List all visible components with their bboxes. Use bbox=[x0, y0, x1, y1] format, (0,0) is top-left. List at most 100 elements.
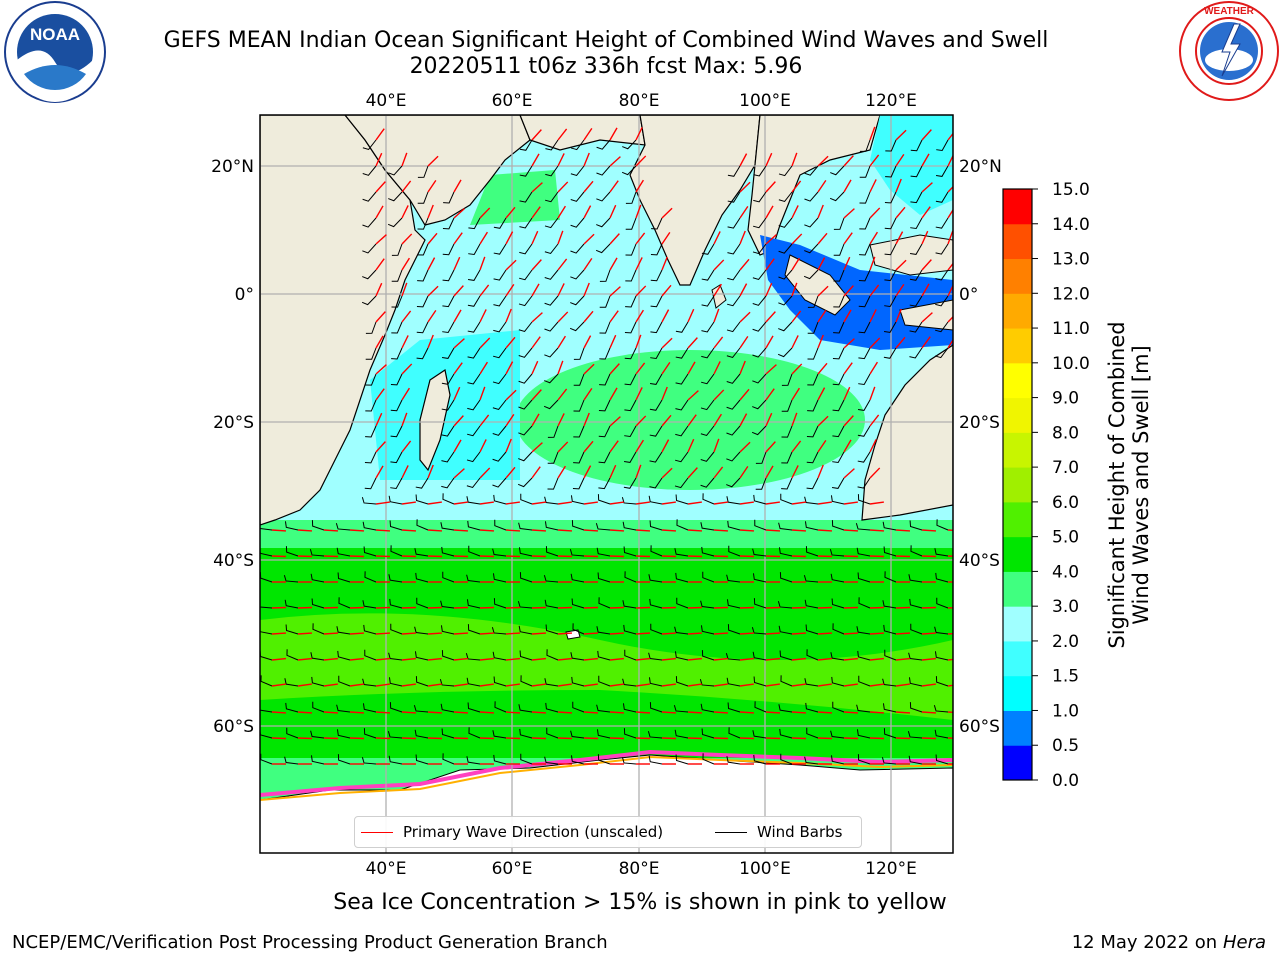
wind-barb bbox=[441, 425, 455, 437]
wind-barb bbox=[648, 755, 663, 765]
wind-barb bbox=[442, 493, 455, 505]
wave-direction-arrow bbox=[375, 441, 386, 453]
wind-barb bbox=[674, 626, 689, 635]
wave-direction-arrow bbox=[531, 389, 542, 401]
wind-barb bbox=[726, 347, 741, 359]
wind-barb bbox=[908, 677, 923, 687]
wind-barb bbox=[752, 321, 767, 332]
wind-barb bbox=[443, 191, 455, 204]
wave-direction-arrow bbox=[557, 360, 564, 375]
wind-barb bbox=[388, 652, 403, 661]
wind-barb bbox=[752, 399, 767, 410]
wind-barb bbox=[388, 574, 403, 583]
wind-barb bbox=[701, 728, 715, 739]
wave-direction-arrow bbox=[635, 334, 642, 349]
wind-barb bbox=[518, 373, 533, 384]
wind-barb bbox=[777, 347, 793, 358]
wind-barb bbox=[885, 165, 897, 178]
wind-barb bbox=[702, 493, 715, 505]
wave-direction-arrow bbox=[661, 207, 673, 219]
wave-direction-arrow bbox=[609, 310, 619, 323]
wave-direction-arrow bbox=[843, 632, 859, 635]
wave-direction-arrow bbox=[713, 438, 720, 453]
lat-tick-right: 0° bbox=[959, 285, 978, 305]
colorbar-segment bbox=[1003, 745, 1032, 781]
wave-direction-arrow bbox=[557, 501, 572, 505]
wind-barb bbox=[726, 399, 741, 410]
wave-direction-arrow bbox=[843, 439, 852, 453]
wind-barb bbox=[726, 425, 741, 436]
wave-direction-arrow bbox=[453, 439, 462, 453]
wind-barb bbox=[752, 295, 767, 306]
wave-direction-arrow bbox=[817, 683, 832, 687]
wave-direction-arrow bbox=[453, 386, 461, 401]
wave-direction-arrows bbox=[271, 126, 953, 765]
wave-direction-arrow bbox=[349, 657, 364, 661]
wind-barb bbox=[856, 547, 871, 557]
wind-barb bbox=[492, 573, 507, 583]
wind-barb bbox=[857, 754, 871, 765]
wind-barb bbox=[859, 191, 871, 204]
wave-direction-arrow bbox=[505, 657, 520, 661]
wave-direction-arrow bbox=[635, 155, 647, 167]
wind-barb bbox=[573, 425, 585, 438]
chart-subtitle: 20220511 t06z 336h fcst Max: 5.96 bbox=[409, 54, 803, 79]
wind-barb bbox=[493, 295, 507, 307]
wind-barb bbox=[417, 191, 429, 204]
wind-barb bbox=[909, 269, 923, 281]
wind-barb bbox=[597, 572, 611, 583]
wind-barb bbox=[673, 705, 689, 713]
wave-direction-arrow bbox=[609, 127, 618, 141]
wave-direction-arrow bbox=[791, 465, 799, 479]
wave-direction-arrow bbox=[765, 657, 780, 661]
wave-direction-arrow bbox=[817, 285, 829, 297]
wind-barb bbox=[544, 521, 559, 531]
wave-direction-arrow bbox=[869, 126, 876, 141]
wave-direction-arrow bbox=[739, 683, 754, 687]
wave-direction-arrow bbox=[947, 658, 953, 661]
nws-logo: WEATHER bbox=[1179, 1, 1279, 101]
wave-direction-arrow bbox=[505, 501, 520, 505]
wave-direction-arrow bbox=[817, 657, 832, 661]
wind-barb bbox=[857, 425, 871, 437]
wave-direction-arrow bbox=[843, 232, 853, 245]
wind-barb bbox=[857, 399, 871, 411]
wind-barb bbox=[781, 425, 793, 438]
wave-direction-arrow bbox=[427, 632, 443, 635]
wind-barb bbox=[752, 243, 767, 255]
wind-barb bbox=[831, 676, 845, 687]
wind-barb bbox=[364, 451, 377, 464]
colorbar-segment bbox=[1003, 397, 1032, 433]
wind-barb bbox=[700, 522, 715, 531]
wind-barb bbox=[934, 626, 949, 635]
wave-direction-arrow bbox=[921, 711, 937, 714]
wave-direction-arrow bbox=[557, 413, 565, 427]
wind-barb bbox=[285, 702, 299, 713]
wave-direction-arrow bbox=[869, 439, 877, 453]
wind-barb bbox=[440, 703, 455, 713]
wind-barb bbox=[518, 625, 533, 635]
wind-barb bbox=[781, 477, 793, 490]
wave-direction-arrow bbox=[713, 336, 724, 349]
wave-direction-arrow bbox=[375, 657, 390, 661]
wave-direction-arrow bbox=[583, 335, 592, 349]
wind-barb bbox=[780, 675, 793, 687]
wave-direction-arrow bbox=[635, 632, 651, 635]
wind-barb bbox=[676, 519, 689, 531]
wave-direction-arrow bbox=[713, 711, 729, 714]
wind-barb bbox=[468, 545, 481, 557]
wave-direction-arrow bbox=[505, 711, 521, 714]
colorbar-label: Significant Height of Combined Wind Wave… bbox=[1105, 321, 1153, 649]
lon-ticks-top: 40°E 60°E 80°E 100°E 120°E bbox=[366, 91, 917, 111]
wind-barb bbox=[908, 755, 923, 765]
wind-barbs bbox=[260, 139, 949, 765]
wind-barb bbox=[416, 347, 429, 360]
wind-barb bbox=[362, 139, 377, 151]
wind-barb bbox=[311, 520, 325, 531]
graticule bbox=[260, 115, 953, 853]
wave-direction-arrow bbox=[661, 362, 671, 375]
wind-barb bbox=[466, 574, 481, 583]
wave-direction-arrow bbox=[557, 632, 573, 635]
wind-barb bbox=[441, 347, 455, 359]
wind-barb bbox=[675, 494, 689, 505]
